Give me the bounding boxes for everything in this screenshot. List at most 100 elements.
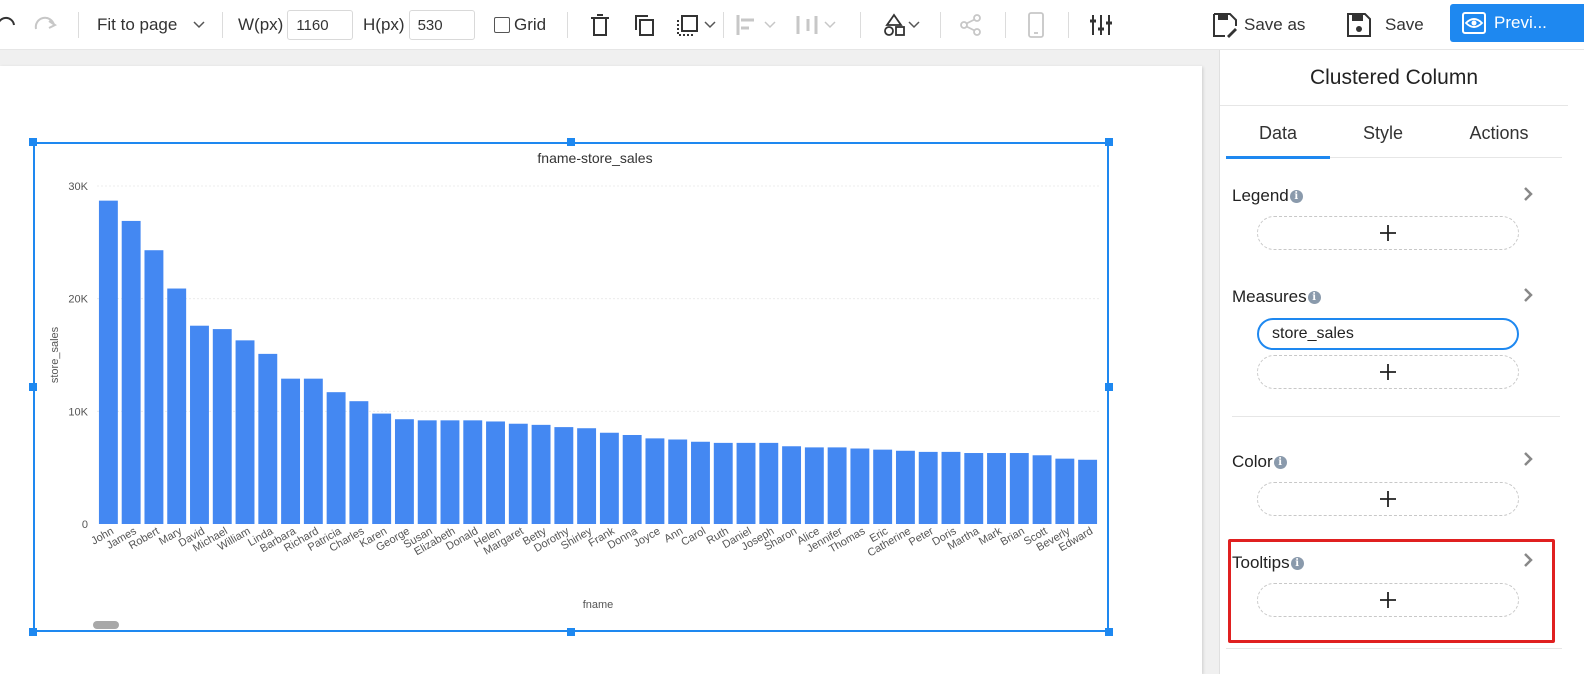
bar: [1032, 455, 1052, 524]
tab-style[interactable]: Style: [1362, 122, 1404, 143]
chevron-right-icon[interactable]: [1522, 287, 1534, 303]
bar: [964, 453, 984, 524]
resize-handle-right[interactable]: [1105, 383, 1113, 391]
grid-checkbox[interactable]: [494, 17, 510, 33]
panel-title: Clustered Column: [1220, 50, 1568, 106]
save-as-icon: [1213, 13, 1237, 38]
grid-toggle[interactable]: Grid: [494, 0, 546, 50]
settings-sliders-icon[interactable]: [1089, 0, 1113, 50]
undo-icon[interactable]: [0, 0, 20, 50]
bar: [394, 419, 414, 524]
plus-icon: [1380, 225, 1396, 241]
color-section-title: Color i: [1232, 452, 1287, 472]
chevron-down-icon: [704, 21, 716, 29]
bar: [417, 420, 437, 524]
width-input[interactable]: 1160: [287, 10, 354, 40]
legend-drop-zone[interactable]: [1257, 216, 1519, 250]
tooltips-highlight-box: [1228, 539, 1555, 643]
bar: [121, 220, 141, 524]
save-button[interactable]: Save: [1346, 0, 1424, 50]
height-input[interactable]: 530: [408, 10, 475, 40]
width-label: W(px): [238, 15, 284, 34]
info-icon[interactable]: i: [1273, 455, 1287, 469]
resize-handle-top-right[interactable]: [1105, 138, 1113, 146]
mobile-icon[interactable]: [1027, 0, 1045, 50]
grid-label: Grid: [514, 15, 547, 34]
tab-actions[interactable]: Actions: [1469, 122, 1529, 143]
preview-icon: [1462, 12, 1486, 34]
bar: [531, 424, 551, 524]
bar: [235, 340, 255, 524]
properties-panel: Clustered Column Data Style Actions Lege…: [1219, 50, 1584, 674]
plus-icon: [1380, 364, 1396, 380]
bar: [941, 451, 961, 524]
bar: [713, 442, 733, 524]
measure-field-pill[interactable]: store_sales: [1257, 318, 1519, 350]
y-tick-label: 30K: [68, 181, 88, 193]
redo-icon[interactable]: [34, 0, 60, 50]
bar: [281, 378, 301, 524]
tab-data[interactable]: Data: [1226, 108, 1330, 159]
height-label: H(px): [363, 15, 405, 34]
panel-tabs: Data Style Actions: [1226, 108, 1562, 159]
zoom-label: Fit to page: [97, 15, 178, 34]
bar: [486, 421, 505, 524]
bar: [167, 288, 187, 524]
y-tick-label: 0: [82, 519, 88, 531]
resize-handle-bottom[interactable]: [567, 628, 575, 636]
info-icon[interactable]: i: [1290, 556, 1304, 570]
bar: [440, 420, 460, 524]
distribute-icon[interactable]: [796, 0, 836, 50]
resize-handle-bottom-right[interactable]: [1105, 628, 1113, 636]
bar: [1055, 458, 1075, 524]
layer-order-icon[interactable]: [676, 0, 716, 50]
tooltips-section-title: Tooltips i: [1232, 553, 1304, 573]
align-left-icon[interactable]: [736, 0, 776, 50]
bar: [873, 449, 893, 524]
report-page: fname-store_sales 0 10K 20K 30K store_sales Jo…: [0, 66, 1202, 674]
bar: [895, 450, 915, 524]
bar: [508, 423, 528, 524]
bar: [691, 441, 710, 524]
x-axis-label: fname: [583, 599, 614, 611]
zoom-select[interactable]: Fit to page: [97, 0, 205, 50]
resize-handle-left[interactable]: [29, 383, 37, 391]
legend-section-title: Legend i: [1232, 186, 1303, 206]
bar: [212, 329, 232, 524]
tooltips-drop-zone[interactable]: [1257, 583, 1519, 617]
bar: [190, 325, 209, 524]
measures-drop-zone[interactable]: [1257, 355, 1519, 389]
column-chart: fname-store_sales 0 10K 20K 30K store_sales Jo…: [49, 150, 1099, 611]
share-icon[interactable]: [960, 0, 982, 50]
bar: [668, 439, 688, 524]
bar: [987, 453, 1006, 524]
color-drop-zone[interactable]: [1257, 482, 1519, 516]
chart-widget[interactable]: fname-store_sales 0 10K 20K 30K store_sales Jo…: [33, 142, 1109, 632]
bar: [1009, 453, 1029, 524]
info-icon[interactable]: i: [1289, 189, 1303, 203]
delete-icon[interactable]: [589, 0, 611, 50]
bar: [554, 427, 574, 524]
bar: [804, 447, 824, 524]
y-axis-label: store_sales: [49, 326, 61, 383]
save-as-button[interactable]: Save as: [1212, 0, 1305, 50]
chevron-down-icon: [824, 21, 836, 29]
chevron-right-icon[interactable]: [1522, 552, 1534, 568]
shapes-icon[interactable]: [882, 0, 920, 50]
resize-handle-top-left[interactable]: [29, 138, 37, 146]
resize-handle-top[interactable]: [567, 138, 575, 146]
measures-section-title: Measures i: [1232, 287, 1321, 307]
preview-button[interactable]: Previ...: [1450, 4, 1584, 42]
chart-title: fname-store_sales: [537, 150, 652, 166]
bar: [463, 420, 483, 524]
bar: [258, 353, 278, 524]
chart-scrollbar-thumb[interactable]: [93, 621, 119, 629]
resize-handle-bottom-left[interactable]: [29, 628, 37, 636]
chevron-right-icon[interactable]: [1522, 186, 1534, 202]
info-icon[interactable]: i: [1307, 290, 1321, 304]
bar: [782, 446, 802, 524]
chevron-down-icon: [764, 21, 776, 29]
copy-icon[interactable]: [633, 0, 655, 50]
section-divider: [1232, 416, 1560, 417]
chevron-right-icon[interactable]: [1522, 451, 1534, 467]
